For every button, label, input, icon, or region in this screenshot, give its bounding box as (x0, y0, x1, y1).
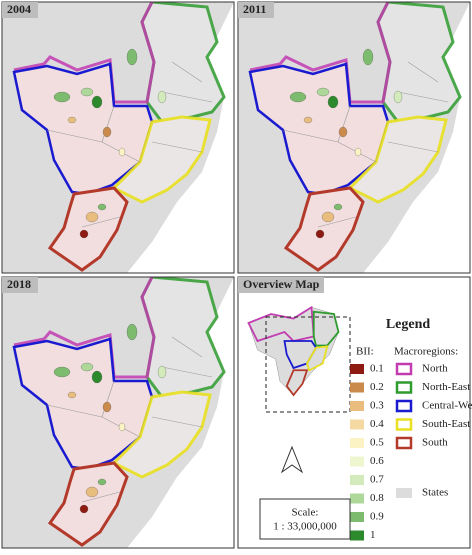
macro-swatch (395, 436, 413, 450)
panel-label: 2018 (7, 277, 31, 291)
bii-value: 0.3 (370, 400, 384, 412)
macro-swatch (395, 399, 413, 413)
macro-name: Central-West (422, 400, 472, 412)
bii-swatch (350, 512, 364, 522)
macro-name: North (422, 363, 448, 375)
bii-swatch (350, 382, 364, 393)
macro-swatch (395, 381, 413, 394)
states-label: States (422, 487, 448, 499)
bii-value: 0.4 (370, 418, 384, 430)
bii-value: 1 (370, 529, 376, 541)
panel-frame (1, 276, 235, 549)
bii-swatch (350, 456, 364, 467)
bii-value: 0.5 (370, 437, 384, 449)
map-panel: 2004 (1, 1, 235, 274)
panel-frame (1, 1, 235, 274)
bii-value: 0.9 (370, 511, 384, 523)
bii-swatch (350, 475, 364, 485)
bii-value: 0.1 (370, 363, 384, 375)
bii-swatch (350, 401, 364, 411)
map-panel: 2011 (237, 1, 471, 274)
macro-name: North-East (422, 381, 470, 393)
bii-label: BII: (356, 346, 374, 358)
macro-label: Macroregions: (394, 346, 458, 358)
bii-value: 0.6 (370, 455, 384, 467)
label-bg (238, 2, 274, 18)
map (238, 2, 470, 273)
scale-box (259, 498, 351, 540)
legend-panel: Overview Map Legend BII: Macroregions: 0… (237, 276, 472, 549)
map-panel: 2018 (1, 276, 235, 549)
scale-label: Scale: (292, 507, 319, 519)
overview-label: Overview Map (243, 277, 320, 291)
label-bg (2, 2, 38, 18)
macro-name: South-East (422, 418, 470, 430)
map (2, 277, 234, 548)
bii-value: 0.2 (370, 381, 384, 393)
bii-swatch (350, 364, 364, 374)
label-bg (2, 277, 38, 293)
panel-frame (237, 1, 471, 274)
scale-value: 1 : 33,000,000 (273, 521, 337, 533)
bii-swatch (350, 493, 364, 504)
panel-label: 2011 (243, 2, 266, 16)
panel-label: 2004 (7, 2, 31, 16)
legend-title: Legend (386, 317, 431, 332)
bii-swatch (350, 530, 364, 541)
north-arrow (280, 445, 304, 474)
macro-name: South (422, 437, 448, 449)
macro-swatch (395, 362, 413, 376)
label-bg (238, 277, 324, 293)
legend-items: 0.1 0.2 0.3 0.4 0.5 0.6 0.7 0.8 0.9 1 North North-E… (350, 362, 472, 541)
bii-swatch (350, 438, 364, 448)
map (2, 2, 234, 273)
bii-value: 0.8 (370, 492, 384, 504)
bii-value: 0.7 (370, 474, 384, 486)
extent-box (265, 316, 351, 413)
bii-swatch (350, 419, 364, 430)
states-swatch (396, 488, 412, 498)
macro-swatch (395, 418, 413, 431)
